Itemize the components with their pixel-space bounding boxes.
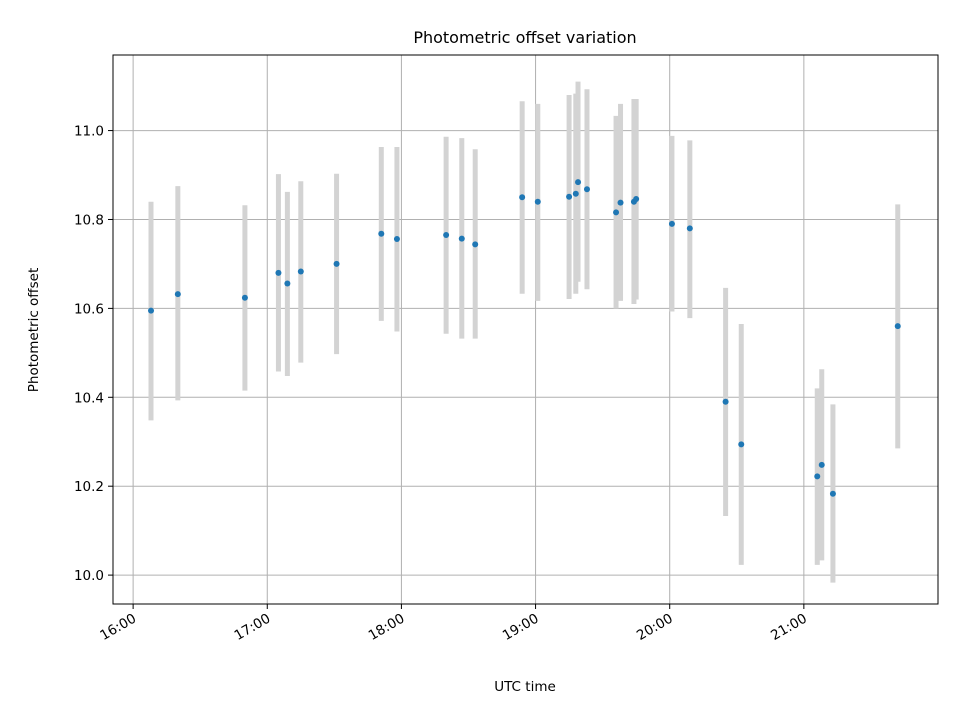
chart-title: Photometric offset variation bbox=[413, 28, 636, 47]
data-point bbox=[284, 280, 291, 287]
x-axis-ticks: 16:00 17:00 18:00 19:00 20:00 21:00 bbox=[97, 604, 810, 644]
data-point bbox=[333, 260, 340, 267]
data-point bbox=[378, 230, 385, 237]
data-point bbox=[241, 294, 248, 301]
data-point bbox=[566, 193, 573, 200]
data-point bbox=[583, 186, 590, 193]
y-tick-label: 10.4 bbox=[74, 390, 104, 406]
data-point bbox=[275, 269, 282, 276]
data-point bbox=[148, 307, 155, 314]
data-point bbox=[575, 179, 582, 186]
grid bbox=[113, 55, 938, 604]
data-point bbox=[633, 196, 640, 203]
data-point bbox=[814, 473, 821, 480]
y-tick-label: 10.0 bbox=[74, 568, 104, 584]
data-point bbox=[572, 190, 579, 197]
data-point bbox=[297, 268, 304, 275]
data-point bbox=[738, 441, 745, 448]
plot-frame bbox=[112, 54, 939, 605]
y-tick-label: 10.2 bbox=[74, 479, 104, 495]
data-point bbox=[613, 209, 620, 216]
y-axis-label: Photometric offset bbox=[26, 268, 42, 392]
data-point bbox=[443, 232, 450, 239]
x-axis-label: UTC time bbox=[494, 679, 556, 695]
data-point bbox=[722, 398, 729, 405]
y-tick-label: 10.8 bbox=[74, 212, 104, 228]
data-point bbox=[894, 323, 901, 330]
data-point bbox=[668, 220, 675, 227]
data-point bbox=[686, 225, 693, 232]
data-point bbox=[458, 235, 465, 242]
data-point bbox=[829, 490, 836, 497]
data-points bbox=[148, 179, 901, 497]
data-point bbox=[519, 194, 526, 201]
y-tick-label: 10.6 bbox=[74, 301, 104, 317]
data-point bbox=[818, 461, 825, 468]
data-point bbox=[174, 291, 181, 298]
y-axis-ticks: 10.0 10.2 10.4 10.6 10.8 11.0 bbox=[74, 124, 113, 584]
data-point bbox=[472, 241, 479, 248]
data-point bbox=[534, 198, 541, 205]
data-point bbox=[393, 236, 400, 243]
y-tick-label: 11.0 bbox=[74, 124, 104, 140]
data-point bbox=[617, 199, 624, 206]
